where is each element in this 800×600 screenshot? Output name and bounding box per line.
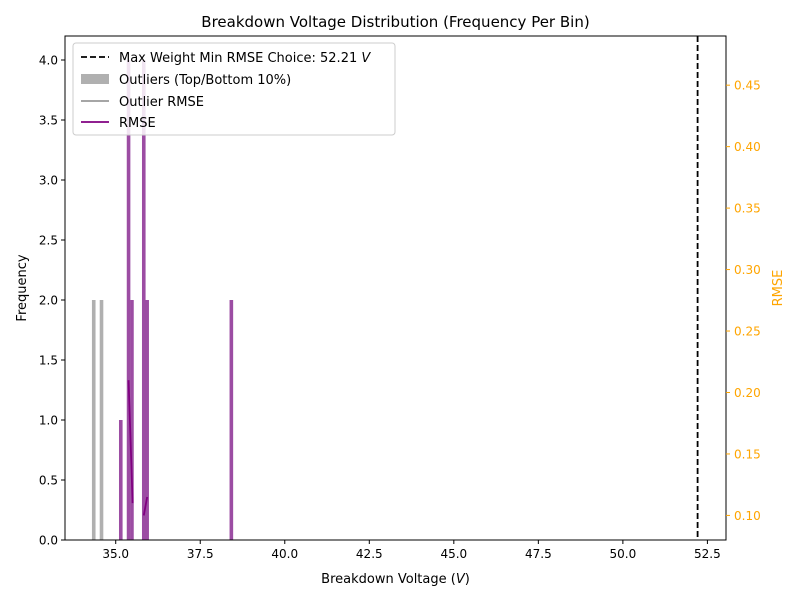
y2-axis-ticks: 0.10 0.15 0.20 0.25 0.30 0.35 0.40 0.45 — [726, 79, 761, 523]
y-tick-label: 0.0 — [39, 534, 58, 548]
frequency-bar — [141, 60, 146, 540]
y2-tick-label: 0.15 — [734, 447, 761, 461]
frequency-bar — [130, 300, 134, 540]
y-tick-label: 1.0 — [39, 414, 58, 428]
y-axis-label: Frequency — [15, 254, 30, 321]
y2-axis-label: RMSE — [771, 270, 786, 307]
x-tick-label: 37.5 — [187, 547, 214, 561]
y2-tick-label: 0.20 — [734, 386, 761, 400]
legend: Max Weight Min RMSE Choice: 52.21 V Outl… — [72, 42, 396, 136]
y2-tick-label: 0.45 — [734, 79, 761, 93]
y2-tick-label: 0.35 — [734, 202, 761, 216]
y-tick-label: 2.0 — [39, 294, 58, 308]
y-tick-label: 4.0 — [39, 54, 58, 68]
x-tick-label: 47.5 — [525, 547, 552, 561]
y2-tick-label: 0.10 — [734, 509, 761, 523]
legend-rmse-label: RMSE — [119, 116, 156, 131]
rmse-line — [127, 380, 134, 504]
legend-outlier-rmse-label: Outlier RMSE — [119, 95, 204, 110]
legend-box — [72, 42, 396, 136]
legend-outliers-swatch — [81, 74, 109, 84]
y-tick-label: 0.5 — [39, 474, 58, 488]
legend-outliers-label: Outliers (Top/Bottom 10%) — [119, 73, 291, 88]
y-tick-label: 1.5 — [39, 354, 58, 368]
frequency-bar — [118, 420, 123, 540]
x-axis-label: Breakdown Voltage (V) — [321, 572, 470, 587]
plot-area — [91, 36, 699, 540]
x-tick-label: 50.0 — [610, 547, 637, 561]
outlier-bar — [91, 300, 96, 540]
y2-tick-label: 0.40 — [734, 140, 761, 154]
x-tick-label: 40.0 — [271, 547, 298, 561]
legend-choice-label: Max Weight Min RMSE Choice: 52.21 V — [119, 51, 371, 66]
x-tick-label: 35.0 — [102, 547, 129, 561]
frequency-bar — [126, 60, 131, 540]
x-tick-label: 52.5 — [694, 547, 721, 561]
x-tick-label: 45.0 — [440, 547, 467, 561]
y-tick-label: 3.0 — [39, 174, 58, 188]
frequency-bar — [145, 300, 149, 540]
x-tick-label: 42.5 — [356, 547, 383, 561]
y-tick-label: 3.5 — [39, 114, 58, 128]
y2-tick-label: 0.30 — [734, 263, 761, 277]
x-axis-ticks: 35.0 37.5 40.0 42.5 45.0 47.5 50.0 52.5 — [102, 540, 721, 561]
plot-frame — [64, 35, 727, 541]
rmse-line — [142, 496, 149, 516]
y2-tick-label: 0.25 — [734, 325, 761, 339]
chart-title: Breakdown Voltage Distribution (Frequenc… — [201, 13, 589, 31]
y-tick-label: 2.5 — [39, 234, 58, 248]
y-axis-ticks: 0.0 0.5 1.0 1.5 2.0 2.5 3.0 3.5 4.0 — [39, 54, 65, 548]
outlier-bar — [99, 300, 104, 540]
frequency-bar — [229, 300, 234, 540]
